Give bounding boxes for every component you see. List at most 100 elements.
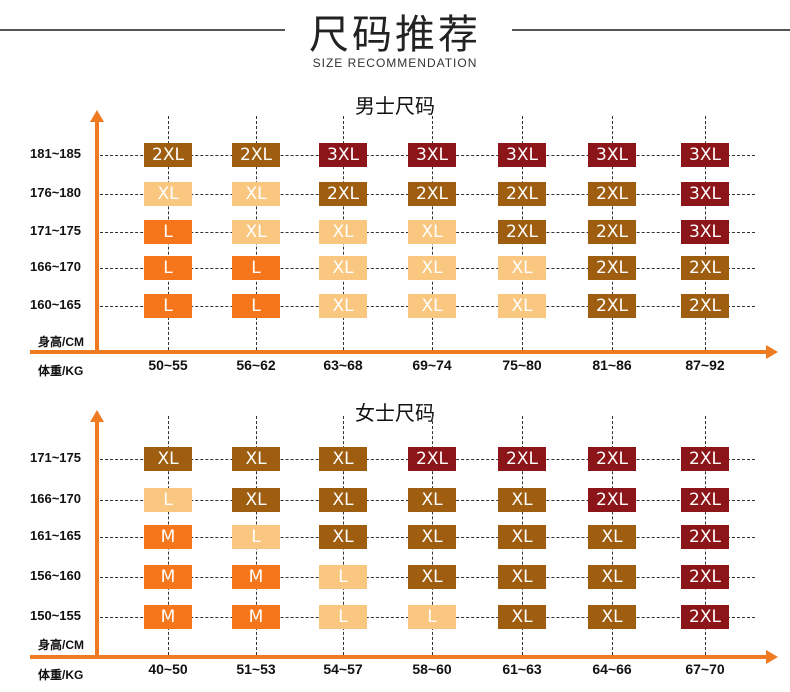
women-size-cell: XL xyxy=(498,525,546,549)
men-size-cell: XL xyxy=(408,220,456,244)
men-size-cell: XL xyxy=(319,256,367,280)
men-weight-label: 69~74 xyxy=(412,357,452,373)
men-height-label: 166~170 xyxy=(30,259,81,274)
women-size-cell: XL xyxy=(144,447,192,471)
men-y-axis-label: 身高/CM xyxy=(38,335,84,349)
women-height-label: 166~170 xyxy=(30,491,81,506)
women-size-cell: XL xyxy=(588,605,636,629)
women-size-cell: XL xyxy=(232,447,280,471)
men-weight-label: 50~55 xyxy=(148,357,188,373)
men-size-cell: XL xyxy=(232,220,280,244)
women-chart-title: 女士尺码 xyxy=(355,401,435,425)
men-size-cell: L xyxy=(144,256,192,280)
men-chart-title: 男士尺码 xyxy=(355,94,435,118)
women-size-cell: M xyxy=(144,605,192,629)
men-weight-label: 56~62 xyxy=(236,357,276,373)
men-size-cell: XL xyxy=(408,256,456,280)
women-size-cell: XL xyxy=(588,525,636,549)
men-size-cell: L xyxy=(144,220,192,244)
women-y-axis xyxy=(95,420,99,659)
women-size-cell: M xyxy=(232,605,280,629)
men-height-label: 176~180 xyxy=(30,185,81,200)
men-size-cell: XL xyxy=(232,182,280,206)
men-x-axis-label: 体重/KG xyxy=(38,364,84,378)
header-line-right xyxy=(512,29,790,31)
women-y-axis-arrow-icon xyxy=(90,410,104,422)
women-size-cell: L xyxy=(232,525,280,549)
women-x-axis-arrow-icon xyxy=(766,650,778,664)
women-size-cell: L xyxy=(319,605,367,629)
men-size-cell: XL xyxy=(498,256,546,280)
women-size-cell: XL xyxy=(498,605,546,629)
women-size-cell: L xyxy=(408,605,456,629)
men-x-axis-arrow-icon xyxy=(766,345,778,359)
women-size-cell: 2XL xyxy=(588,488,636,512)
page-subtitle: SIZE RECOMMENDATION xyxy=(312,56,478,70)
men-y-axis xyxy=(95,120,99,354)
women-height-label: 150~155 xyxy=(30,608,81,623)
women-size-cell: 2XL xyxy=(681,488,729,512)
women-weight-label: 40~50 xyxy=(148,661,188,677)
women-size-cell: XL xyxy=(319,525,367,549)
women-size-cell: 2XL xyxy=(498,447,546,471)
men-size-cell: 3XL xyxy=(319,143,367,167)
men-weight-label: 87~92 xyxy=(685,357,725,373)
men-size-cell: 2XL xyxy=(498,182,546,206)
women-size-cell: XL xyxy=(408,565,456,589)
women-size-cell: XL xyxy=(408,525,456,549)
women-size-cell: 2XL xyxy=(681,447,729,471)
men-size-cell: 2XL xyxy=(681,256,729,280)
men-weight-label: 81~86 xyxy=(592,357,632,373)
women-size-cell: 2XL xyxy=(588,447,636,471)
men-size-cell: 3XL xyxy=(681,220,729,244)
women-size-cell: XL xyxy=(498,565,546,589)
men-size-cell: 2XL xyxy=(498,220,546,244)
men-size-cell: XL xyxy=(319,220,367,244)
women-size-cell: 2XL xyxy=(681,605,729,629)
men-size-cell: 3XL xyxy=(498,143,546,167)
men-size-cell: 3XL xyxy=(588,143,636,167)
men-size-cell: 2XL xyxy=(232,143,280,167)
women-size-cell: XL xyxy=(319,488,367,512)
men-size-cell: L xyxy=(232,256,280,280)
women-weight-label: 64~66 xyxy=(592,661,632,677)
women-x-axis-label: 体重/KG xyxy=(38,668,84,682)
women-x-axis xyxy=(30,655,768,659)
women-weight-label: 54~57 xyxy=(323,661,363,677)
page-title: 尺码推荐 xyxy=(309,12,481,58)
women-size-cell: L xyxy=(319,565,367,589)
men-size-cell: 3XL xyxy=(681,182,729,206)
men-size-cell: XL xyxy=(144,182,192,206)
women-height-label: 156~160 xyxy=(30,568,81,583)
women-height-label: 171~175 xyxy=(30,450,81,465)
header-line-left xyxy=(0,29,285,31)
men-height-label: 181~185 xyxy=(30,146,81,161)
men-size-cell: 2XL xyxy=(588,294,636,318)
men-size-cell: L xyxy=(232,294,280,318)
men-size-cell: 2XL xyxy=(319,182,367,206)
women-size-cell: 2XL xyxy=(681,565,729,589)
women-size-cell: XL xyxy=(588,565,636,589)
men-x-axis xyxy=(30,350,768,354)
women-size-cell: XL xyxy=(498,488,546,512)
men-size-cell: 2XL xyxy=(681,294,729,318)
men-height-label: 171~175 xyxy=(30,223,81,238)
men-size-cell: XL xyxy=(319,294,367,318)
men-y-axis-arrow-icon xyxy=(90,110,104,122)
men-size-cell: 2XL xyxy=(144,143,192,167)
women-size-cell: M xyxy=(232,565,280,589)
women-size-cell: 2XL xyxy=(408,447,456,471)
men-size-cell: 3XL xyxy=(408,143,456,167)
men-size-cell: 2XL xyxy=(588,220,636,244)
women-weight-label: 58~60 xyxy=(412,661,452,677)
men-size-cell: 2XL xyxy=(588,256,636,280)
women-size-cell: XL xyxy=(319,447,367,471)
men-size-cell: XL xyxy=(498,294,546,318)
men-weight-label: 75~80 xyxy=(502,357,542,373)
women-size-cell: XL xyxy=(408,488,456,512)
women-weight-label: 51~53 xyxy=(236,661,276,677)
women-weight-label: 61~63 xyxy=(502,661,542,677)
men-height-label: 160~165 xyxy=(30,297,81,312)
women-size-cell: M xyxy=(144,565,192,589)
men-size-cell: 2XL xyxy=(588,182,636,206)
